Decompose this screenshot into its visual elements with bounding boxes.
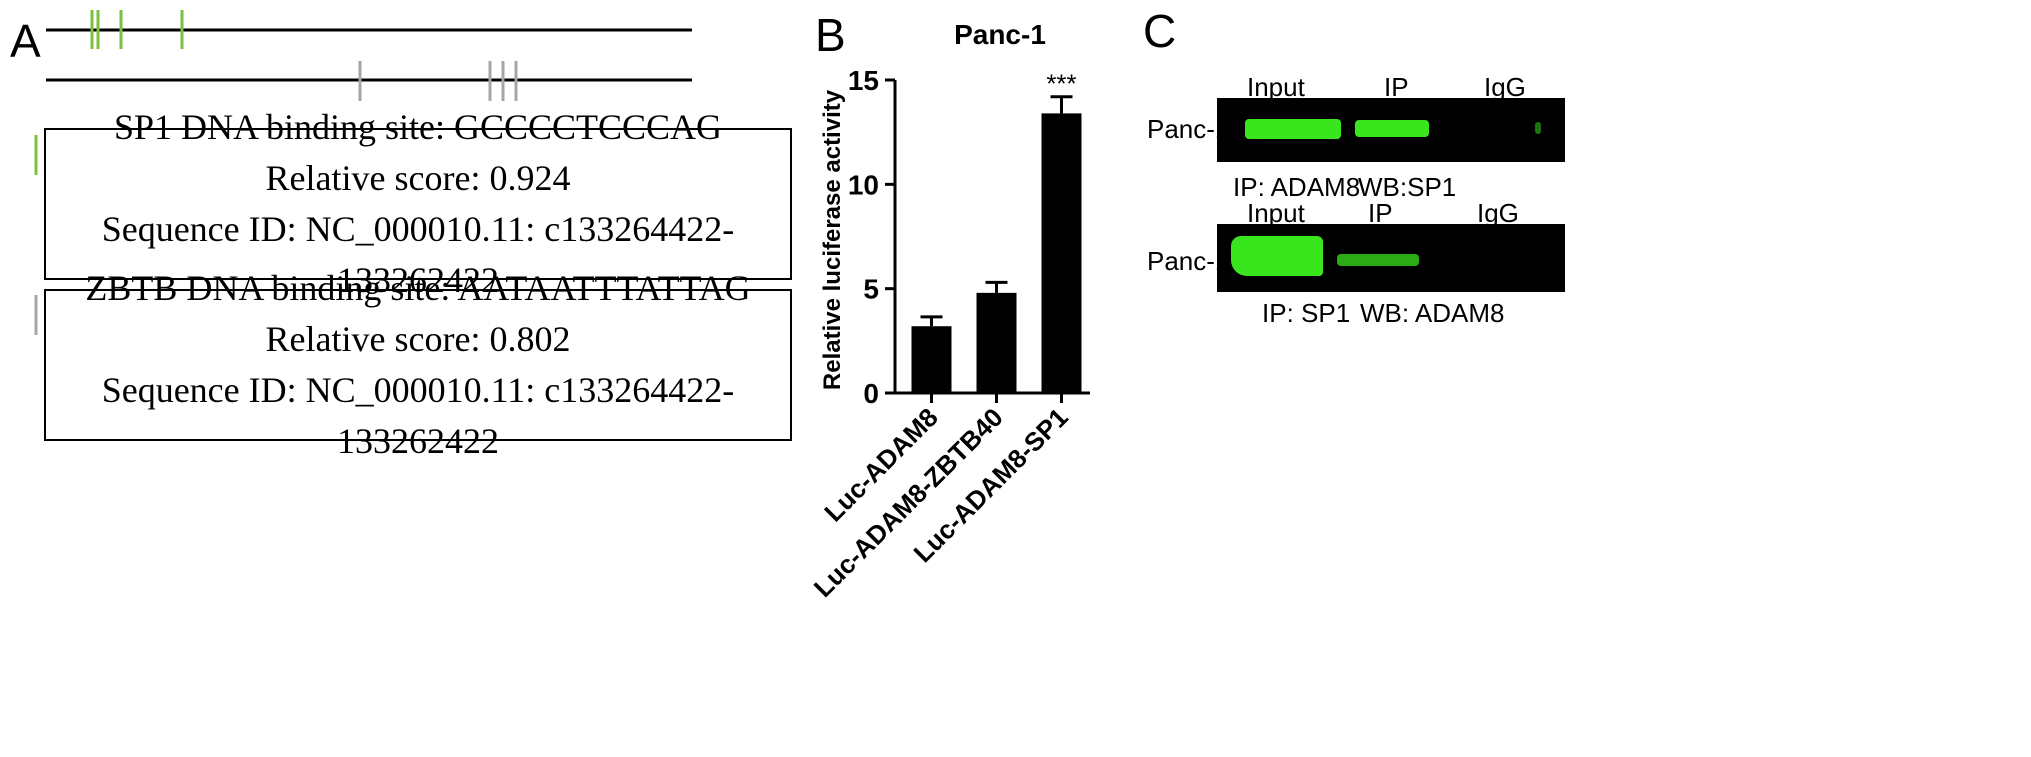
blot1-ip-band [1355, 120, 1429, 137]
chart-bars: *** [911, 69, 1082, 394]
blot2-row-label: Panc-1 [1147, 246, 1230, 276]
blot2-lane-ip: IP [1368, 198, 1393, 228]
y-tick-label: 10 [848, 169, 879, 200]
blot2-caption-ip: IP: SP1 [1262, 298, 1351, 328]
zbtb-sequence-id: Sequence ID: NC_000010.11: c133264422-13… [101, 370, 735, 462]
chart-axes: 0 5 10 15 [848, 65, 1090, 409]
panel-a-letter: A [10, 15, 41, 67]
blot1-input-band [1245, 119, 1341, 139]
sp1-sequence-id: Sequence ID: NC_000010.11: c133264422-13… [101, 209, 735, 301]
sp1-relative-score: Relative score: 0.924 [265, 157, 571, 198]
bar [911, 326, 952, 393]
sp1-binding-box: SP1 DNA binding site: GCCCCTCCCAG Relati… [44, 107, 792, 300]
blot2-caption-wb: WB: ADAM8 [1360, 298, 1505, 328]
blot1-membrane [1217, 98, 1565, 162]
zbtb-binding-site-text: ZBTB DNA binding site: AATAATTTATTAG [85, 267, 751, 308]
significance-label: *** [1046, 69, 1076, 99]
y-tick-label: 15 [848, 65, 879, 96]
chart-title: Panc-1 [954, 19, 1046, 50]
y-axis-label: Relative luciferase activity [819, 89, 846, 390]
blot1-lane-input: Input [1247, 72, 1305, 102]
blot1-lane-igg: IgG [1484, 72, 1526, 102]
zbtb-binding-box: ZBTB DNA binding site: AATAATTTATTAG Rel… [44, 268, 792, 461]
luciferase-bar-chart: Panc-1 Relative luciferase activity 0 5 10… [808, 19, 1090, 603]
blot1-row-label: Panc-1 [1147, 114, 1230, 144]
blot2-membrane [1217, 224, 1565, 292]
sp1-binding-site-text: SP1 DNA binding site: GCCCCTCCCAG [113, 106, 723, 147]
bar [976, 292, 1017, 393]
y-tick-label: 5 [863, 274, 879, 305]
blot2-lane-igg: IgG [1477, 198, 1519, 228]
zbtb-relative-score: Relative score: 0.802 [265, 318, 571, 359]
zbtb-legend-svg [34, 295, 38, 335]
blot1-lane-ip: IP [1384, 72, 1409, 102]
blot1-caption-wb: WB:SP1 [1358, 172, 1457, 202]
blot2-ip-band [1337, 254, 1419, 266]
gene-track-diagram [34, 10, 692, 175]
bar [1041, 113, 1082, 394]
blot2-input-band [1231, 236, 1323, 276]
blot2-lane-input: Input [1247, 198, 1305, 228]
blot1-igg-faint-band [1535, 122, 1541, 134]
panel-c-letter: C [1143, 5, 1177, 57]
panel-b-letter: B [815, 9, 846, 61]
y-tick-label: 0 [863, 378, 879, 409]
blot1-caption-ip: IP: ADAM8 [1233, 172, 1361, 202]
